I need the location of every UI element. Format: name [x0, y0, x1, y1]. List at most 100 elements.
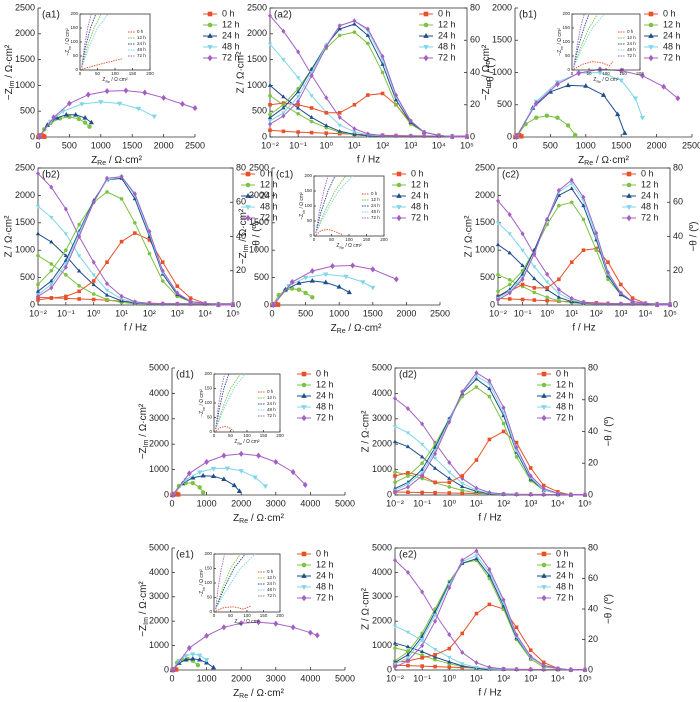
y-tick-label: 1500: [249, 217, 269, 227]
y-axis-label: −ZIm / Ω·cm²: [481, 44, 494, 100]
marker: [282, 286, 289, 292]
inset-y-tick-label: 200: [304, 173, 312, 178]
x-tick-label: 10⁻¹: [57, 308, 75, 318]
legend-swatch: [541, 393, 547, 398]
marker: [474, 554, 479, 558]
marker: [392, 624, 398, 629]
inset-y-tick-label: 150: [70, 25, 78, 30]
marker: [221, 476, 227, 482]
marker: [63, 206, 68, 212]
marker: [337, 111, 342, 115]
marker: [474, 660, 479, 666]
inset-legend-label: 12 h: [267, 395, 276, 400]
x-axis-label: ZRe / Ω·cm²: [578, 155, 630, 168]
inset-y-tick-label: 50: [73, 53, 79, 58]
panel-label: (d2): [399, 370, 417, 381]
marker: [433, 664, 437, 669]
marker: [460, 631, 465, 636]
label-part: Re: [239, 693, 248, 700]
legend-label: 24 h: [556, 570, 574, 580]
x-tick-label: 500: [298, 308, 313, 318]
marker: [309, 278, 315, 283]
marker: [447, 459, 452, 466]
marker: [394, 92, 398, 98]
marker: [606, 260, 610, 264]
legend-swatch: [423, 45, 429, 50]
label-part: Re: [237, 622, 242, 626]
panel-label: (a1): [42, 10, 60, 21]
marker: [487, 394, 492, 399]
y2-tick-label: 0: [673, 299, 678, 309]
marker: [487, 566, 492, 572]
marker: [460, 662, 465, 666]
marker: [544, 280, 550, 285]
series-line: [172, 621, 318, 671]
label-part: −Z: [557, 50, 563, 56]
marker: [82, 120, 88, 125]
marker: [528, 473, 533, 479]
x-tick-label: 10³: [404, 140, 417, 150]
marker: [630, 296, 635, 300]
label-part: / Ω·cm²: [138, 581, 149, 617]
marker: [514, 444, 519, 450]
marker: [64, 248, 68, 252]
marker: [197, 470, 203, 475]
inset-x-tick-label: 0: [213, 433, 216, 438]
marker: [216, 302, 221, 308]
marker: [393, 646, 397, 650]
marker: [639, 115, 646, 121]
y2-tick-label: 60: [673, 197, 683, 207]
y2-tick-label: 80: [673, 162, 683, 172]
series-line: [37, 232, 233, 306]
x-tick-label: 10⁴: [432, 140, 446, 150]
marker: [514, 666, 519, 672]
marker: [296, 280, 302, 285]
series-line: [215, 425, 235, 432]
marker: [295, 76, 301, 80]
label-part: Im: [302, 210, 306, 214]
inset-legend-label: 48 h: [267, 587, 276, 592]
marker: [569, 186, 574, 190]
y-tick-label: 2000: [372, 616, 392, 626]
marker: [267, 115, 273, 120]
y2-tick-label: 80: [236, 162, 246, 172]
marker: [190, 474, 196, 480]
marker: [309, 73, 314, 79]
marker: [487, 602, 492, 607]
legend-swatch: [207, 54, 213, 62]
marker: [231, 482, 237, 488]
inset-x-tick-label: 200: [636, 71, 644, 76]
marker: [474, 548, 479, 554]
marker: [618, 78, 624, 84]
marker: [433, 657, 437, 662]
x-tick-label: 10⁻¹: [413, 498, 431, 508]
label-part: Re: [237, 442, 242, 446]
x-axis-label: ZRe / Ω·cm²: [91, 155, 143, 168]
y-tick-label: 2500: [249, 162, 269, 172]
y-tick-label: 0: [30, 131, 35, 141]
y2-tick-label: 80: [470, 2, 480, 12]
label-part: Im: [143, 439, 150, 447]
marker: [267, 42, 273, 47]
y-tick-label: 2500: [247, 2, 267, 12]
x-tick-label: 10⁰: [442, 673, 456, 683]
marker: [175, 290, 180, 296]
marker: [555, 115, 560, 120]
legend-swatch: [301, 562, 307, 568]
marker: [180, 100, 185, 108]
y-tick-label: 0: [30, 299, 35, 309]
marker: [460, 491, 465, 496]
marker: [309, 115, 314, 119]
y2-tick-label: 40: [673, 231, 683, 241]
label-part: / Ω·cm²: [346, 323, 382, 334]
marker: [419, 454, 425, 459]
marker: [281, 94, 286, 99]
inset-x-tick-label: 50: [228, 433, 234, 438]
y-tick-label: 1000: [372, 640, 392, 650]
legend-swatch: [301, 414, 307, 422]
inset-y-tick-label: 0: [75, 67, 78, 72]
marker: [507, 212, 512, 218]
legend-label: 48 h: [641, 201, 659, 211]
marker: [105, 281, 109, 287]
marker: [507, 277, 512, 282]
